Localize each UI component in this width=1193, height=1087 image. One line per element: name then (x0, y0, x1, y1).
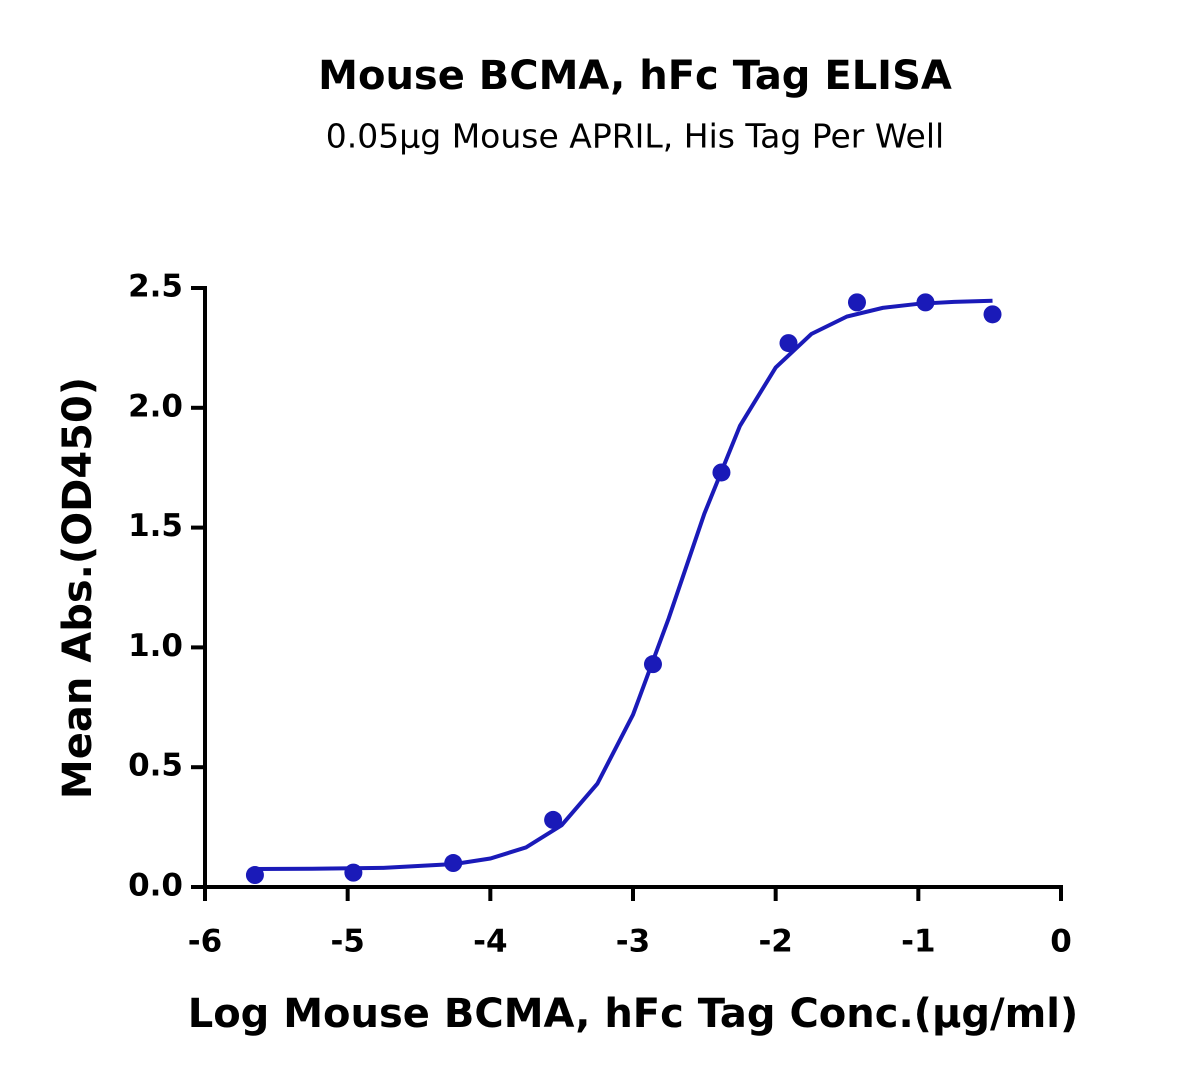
data-point (847, 293, 866, 312)
x-tick-label: -5 (330, 924, 364, 960)
x-tick-label: -1 (901, 924, 935, 960)
y-tick-label: 0.5 (128, 748, 183, 784)
fit-curve (254, 298, 993, 872)
y-tick-label: 1.0 (128, 628, 183, 664)
y-tick-label: 1.5 (128, 508, 183, 544)
chart-subtitle: 0.05µg Mouse APRIL, His Tag Per Well (326, 117, 944, 156)
y-tick-label: 2.5 (128, 269, 183, 305)
data-point (444, 854, 463, 873)
x-axis-label: Log Mouse BCMA, hFc Tag Conc.(µg/ml) (188, 991, 1079, 1037)
x-tick-label: -3 (616, 924, 650, 960)
x-tick-label: -4 (473, 924, 507, 960)
y-tick-label: 0.0 (128, 868, 183, 904)
data-point (983, 305, 1002, 324)
data-point (916, 293, 935, 312)
data-point (712, 463, 731, 482)
x-tick-label: 0 (1050, 924, 1072, 960)
x-tick-label: -2 (758, 924, 792, 960)
y-tick-label: 2.0 (128, 388, 183, 424)
data-point (544, 810, 563, 829)
data-point (344, 863, 363, 882)
x-tick-label: -6 (188, 924, 222, 960)
data-point (245, 866, 264, 885)
data-point (779, 334, 798, 353)
data-point (643, 655, 662, 674)
chart-title: Mouse BCMA, hFc Tag ELISA (318, 53, 952, 99)
y-axis-label: Mean Abs.(OD450) (55, 377, 101, 799)
